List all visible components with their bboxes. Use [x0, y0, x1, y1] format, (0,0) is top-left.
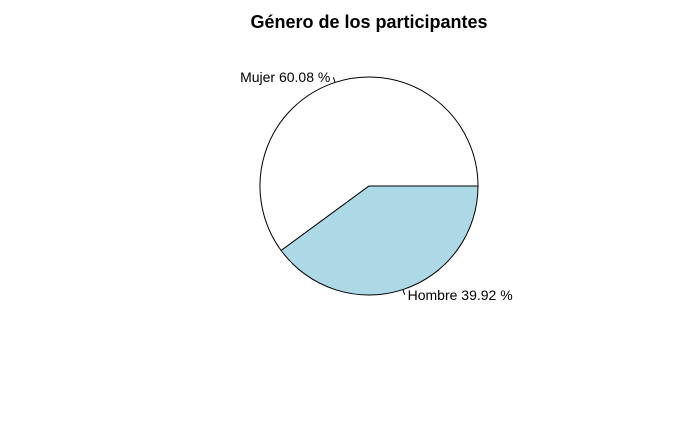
- pie-slices: [259, 76, 479, 296]
- pie-labels: Mujer 60.08 % Hombre 39.92 %: [240, 69, 513, 303]
- pie-label-hombre: Hombre 39.92 %: [408, 287, 513, 303]
- pie-label-tick-hombre: [402, 289, 406, 295]
- pie-label-mujer: Mujer 60.08 %: [240, 69, 330, 85]
- chart-title: Género de los participantes: [250, 12, 487, 32]
- pie-label-tick-mujer: [332, 77, 336, 83]
